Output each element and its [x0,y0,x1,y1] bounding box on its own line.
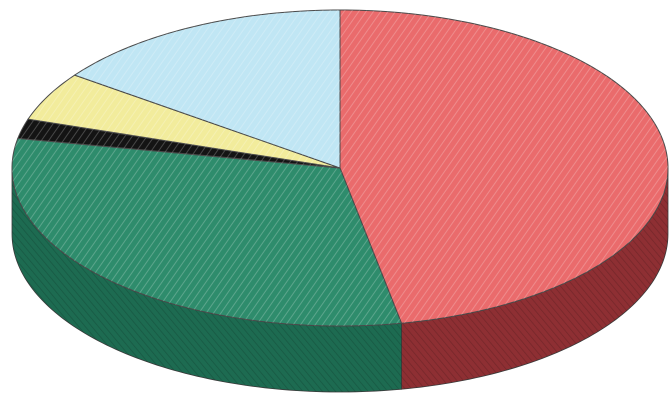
pie [12,10,668,392]
chart [0,0,670,404]
